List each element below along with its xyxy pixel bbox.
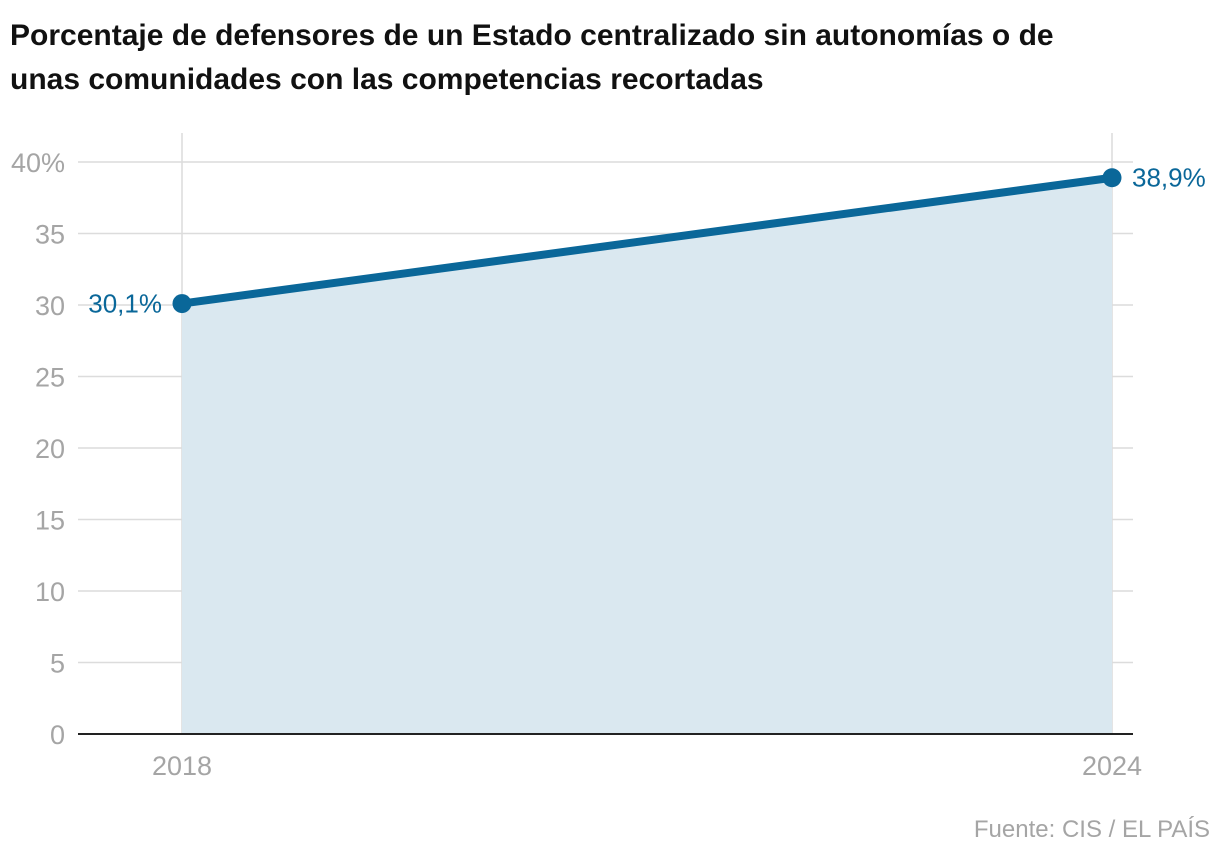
series-line-layer [78,168,1133,735]
y-tick-label-0: 0 [50,720,65,750]
chart-title: Porcentaje de defensores de un Estado ce… [10,14,1200,102]
data-point-2024 [1102,168,1122,188]
x-tick-label-2018: 2018 [152,751,212,781]
area-fill-0 [182,177,1112,735]
area-fill-layer [182,177,1112,735]
y-tick-label-10: 10 [35,577,65,607]
y-tick-label-40: 40% [11,148,65,178]
data-label-2018: 30,1% [88,289,162,319]
series-line-0 [178,173,1116,308]
y-tick-label-5: 5 [50,649,65,679]
labels-layer: 0 5 10 15 20 25 30 35 40% 2018 2024 30,1% 38,9% [11,148,1206,781]
chart-title-line-1: Porcentaje de defensores de un Estado ce… [10,19,1054,52]
y-tick-label-20: 20 [35,434,65,464]
y-tick-label-35: 35 [35,220,65,250]
chart-title-line-2: unas comunidades con las competencias re… [10,63,764,96]
data-point-2018 [172,294,192,314]
source-note: Fuente: CIS / EL PAÍS [973,816,1210,843]
y-tick-label-15: 15 [35,506,65,536]
y-tick-label-25: 25 [35,363,65,393]
data-label-2024: 38,9% [1132,163,1206,193]
y-tick-label-30: 30 [35,291,65,321]
x-tick-label-2024: 2024 [1082,751,1142,781]
